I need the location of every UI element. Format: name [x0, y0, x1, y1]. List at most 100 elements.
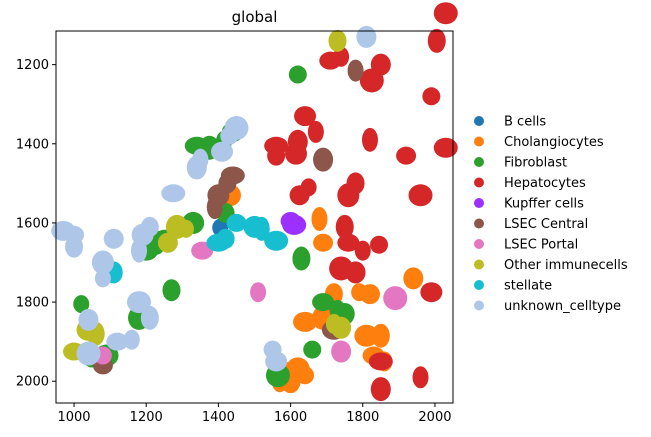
- cell-point: [292, 246, 311, 271]
- cell-point: [265, 351, 288, 372]
- cell-point: [51, 220, 76, 241]
- axes: 1000 1200 1400 1600 1800 2000 1200 1400 1600 1800…: [16, 58, 452, 425]
- cell-point: [294, 106, 317, 127]
- x-tick-label: 1000: [57, 410, 90, 425]
- cell-point: [296, 366, 315, 385]
- cell-point: [250, 282, 267, 303]
- legend-label: Cholangiocytes: [504, 135, 604, 150]
- cell-point: [335, 214, 354, 239]
- cell-point: [65, 235, 84, 258]
- cell-point: [359, 284, 380, 305]
- series-stellate: [104, 213, 289, 284]
- cell-point: [76, 341, 101, 366]
- cell-point: [337, 183, 360, 208]
- cell-point: [91, 250, 114, 275]
- x-tick-label: 1200: [130, 410, 163, 425]
- cell-point: [78, 308, 99, 331]
- cell-point: [140, 305, 159, 330]
- series-hepatocytes: [264, 2, 458, 402]
- legend-marker: [474, 157, 484, 167]
- legend-marker: [474, 136, 484, 147]
- legend-marker: [474, 198, 484, 208]
- cell-point: [433, 2, 458, 25]
- series-kupffer-cells: [280, 211, 307, 235]
- cell-point: [371, 323, 390, 348]
- legend-marker: [474, 280, 484, 290]
- x-tick-label: 1600: [274, 410, 307, 425]
- cell-point: [370, 377, 391, 402]
- cell-point: [370, 235, 389, 254]
- cell-point: [127, 291, 152, 314]
- x-tick-label: 1800: [346, 410, 379, 425]
- cell-point: [312, 293, 335, 312]
- cell-point: [311, 206, 328, 231]
- y-tick-label: 1400: [16, 137, 49, 152]
- legend-marker: [474, 239, 484, 249]
- cell-point: [359, 68, 384, 93]
- chart-title: global: [232, 8, 278, 26]
- cell-point: [403, 267, 424, 290]
- cell-point: [253, 216, 270, 241]
- cell-point: [427, 28, 446, 53]
- legend-marker: [474, 218, 484, 229]
- cell-point: [226, 213, 247, 232]
- legend-marker: [474, 300, 484, 311]
- cell-point: [420, 282, 443, 303]
- cell-point: [106, 332, 129, 351]
- cell-point: [123, 329, 140, 350]
- cell-point: [131, 238, 148, 263]
- cell-point: [289, 185, 310, 206]
- cell-point: [383, 286, 408, 311]
- y-tick-label: 1200: [16, 58, 49, 73]
- cell-point: [94, 269, 111, 288]
- legend-marker: [474, 177, 484, 188]
- cell-point: [177, 219, 194, 238]
- cell-point: [412, 366, 429, 389]
- cell-point: [216, 228, 235, 249]
- legend-label: Other immunecells: [504, 258, 628, 273]
- plot-frame: [55, 30, 454, 404]
- cell-point: [331, 340, 352, 363]
- cell-point: [161, 184, 186, 203]
- cell-point: [422, 87, 441, 106]
- y-tick-label: 2000: [16, 375, 49, 390]
- cell-point: [347, 59, 364, 82]
- cell-point: [206, 195, 223, 220]
- cell-point: [329, 256, 354, 281]
- cell-point: [73, 295, 90, 314]
- cell-point: [303, 340, 322, 359]
- cell-point: [285, 142, 308, 165]
- cell-point: [282, 214, 307, 235]
- legend-label: LSEC Portal: [504, 238, 578, 253]
- cell-point: [264, 230, 289, 251]
- cell-point: [354, 240, 371, 261]
- legend-marker: [474, 116, 484, 126]
- legend-label: stellate: [504, 279, 552, 294]
- cell-point: [356, 25, 377, 48]
- cell-point: [157, 232, 178, 253]
- cell-point: [433, 137, 458, 158]
- cell-point: [337, 233, 360, 252]
- cell-point: [368, 352, 393, 371]
- cell-point: [103, 228, 124, 249]
- legend: B cells Cholangiocytes Fibroblast Hepatocyt…: [474, 115, 628, 314]
- cell-point: [220, 126, 239, 145]
- legend-label: B cells: [504, 115, 546, 130]
- cell-point: [396, 146, 417, 165]
- cell-point: [307, 120, 324, 143]
- cell-point: [313, 147, 334, 172]
- y-tick-label: 1800: [16, 296, 49, 311]
- y-tick-label: 1600: [16, 216, 49, 231]
- legend-marker: [474, 259, 484, 270]
- cell-point: [354, 324, 379, 347]
- cell-point: [186, 155, 207, 180]
- cell-point: [293, 311, 318, 332]
- legend-label: LSEC Central: [504, 217, 588, 232]
- legend-label: Kupffer cells: [504, 197, 584, 212]
- cell-point: [288, 65, 307, 84]
- cell-point: [408, 184, 433, 207]
- cell-point: [162, 279, 181, 302]
- cell-point: [331, 316, 352, 339]
- legend-label: unknown_celltype: [504, 299, 621, 314]
